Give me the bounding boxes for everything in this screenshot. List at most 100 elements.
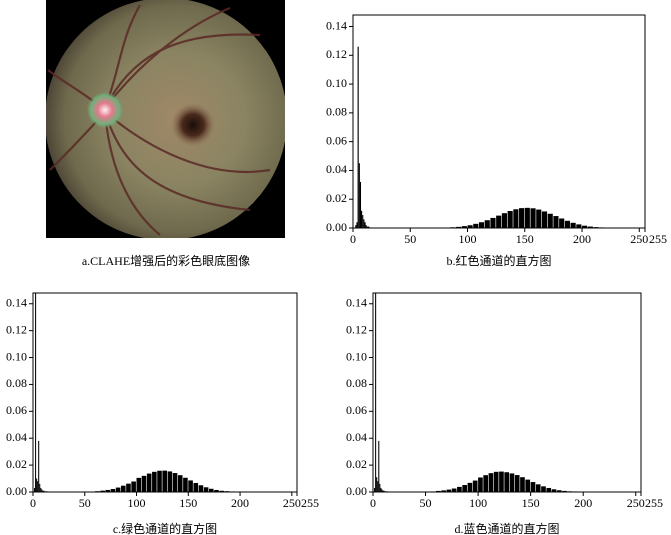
bar xyxy=(42,490,44,492)
x-tick-label: 150 xyxy=(179,496,197,510)
x-tick-label: 255 xyxy=(645,496,663,510)
y-tick-label: 0.14 xyxy=(346,296,367,310)
y-tick-label: 0.02 xyxy=(6,457,27,471)
bar xyxy=(379,483,381,492)
bar xyxy=(530,482,536,492)
bar xyxy=(177,475,183,492)
bar xyxy=(446,489,452,492)
bar xyxy=(493,471,499,492)
x-tick-label: 250 xyxy=(283,496,301,510)
bar xyxy=(365,225,367,228)
x-tick-label: 100 xyxy=(128,496,146,510)
bar xyxy=(209,488,214,492)
x-tick-label: 200 xyxy=(231,496,249,510)
bar xyxy=(530,208,536,228)
x-tick-label: 50 xyxy=(79,496,91,510)
bar xyxy=(105,489,111,492)
y-tick-label: 0.08 xyxy=(6,376,27,390)
y-tick-label: 0.04 xyxy=(346,430,367,444)
bar xyxy=(356,222,358,228)
bar xyxy=(570,222,576,228)
bar xyxy=(582,225,588,228)
bar xyxy=(483,475,489,492)
bar xyxy=(219,490,224,492)
bar xyxy=(504,472,510,492)
bar xyxy=(473,223,479,228)
bar xyxy=(524,207,530,228)
bar xyxy=(172,473,178,492)
bar xyxy=(525,479,531,492)
bar xyxy=(359,181,362,228)
bar xyxy=(35,293,37,492)
y-tick-label: 0.02 xyxy=(346,457,367,471)
bar xyxy=(467,482,473,492)
bar xyxy=(183,477,188,492)
x-tick-label: 50 xyxy=(420,496,432,510)
bar xyxy=(382,490,384,492)
bar xyxy=(141,475,147,492)
fundus-image xyxy=(46,0,285,238)
bar xyxy=(152,471,157,492)
bar xyxy=(203,487,209,492)
bar xyxy=(39,483,41,492)
y-tick-label: 0.00 xyxy=(326,220,347,234)
x-tick-label: 255 xyxy=(649,232,667,246)
bar xyxy=(562,490,567,492)
bar xyxy=(499,471,504,492)
bar xyxy=(363,219,365,228)
bar xyxy=(115,487,121,492)
bar xyxy=(556,490,562,492)
bar xyxy=(367,226,370,228)
bar xyxy=(553,216,559,228)
bar xyxy=(490,217,496,228)
x-tick-label: 150 xyxy=(516,232,534,246)
bar xyxy=(520,477,525,492)
bar xyxy=(461,226,467,228)
y-tick-label: 0.14 xyxy=(6,296,27,310)
bar xyxy=(357,46,359,228)
y-tick-label: 0.12 xyxy=(326,47,347,61)
bar xyxy=(38,440,40,492)
bar xyxy=(507,211,513,228)
bar xyxy=(193,482,199,492)
bar xyxy=(355,225,357,228)
bar xyxy=(547,213,553,228)
y-tick-label: 0.02 xyxy=(326,191,347,205)
x-tick-label: 0 xyxy=(30,496,36,510)
bar xyxy=(536,209,542,228)
bar xyxy=(546,487,552,492)
bar xyxy=(214,489,219,492)
x-tick-label: 50 xyxy=(404,232,416,246)
y-tick-label: 0.14 xyxy=(326,18,347,32)
y-tick-label: 0.12 xyxy=(6,322,27,336)
y-tick-label: 0.06 xyxy=(346,403,367,417)
y-tick-label: 0.10 xyxy=(326,76,347,90)
bar xyxy=(364,222,366,228)
bar xyxy=(451,488,457,492)
bar xyxy=(496,215,502,228)
bar xyxy=(519,208,525,228)
chart-caption: b.红色通道的直方图 xyxy=(446,253,551,268)
bar xyxy=(358,163,360,228)
bar xyxy=(441,490,446,492)
bar xyxy=(146,473,152,492)
y-tick-label: 0.04 xyxy=(326,162,347,176)
bar xyxy=(488,473,494,492)
x-tick-label: 0 xyxy=(370,496,376,510)
plot-frame xyxy=(372,292,642,493)
y-tick-label: 0.00 xyxy=(346,484,367,498)
bar xyxy=(484,220,490,228)
bar xyxy=(361,210,363,228)
bar xyxy=(167,471,173,492)
bar xyxy=(34,487,36,492)
bar xyxy=(198,485,204,492)
bar xyxy=(43,490,45,492)
y-tick-label: 0.06 xyxy=(326,133,347,147)
y-tick-label: 0.08 xyxy=(346,376,367,390)
y-tick-label: 0.00 xyxy=(6,484,27,498)
bar xyxy=(188,480,193,492)
x-tick-label: 255 xyxy=(301,496,319,510)
bar xyxy=(541,211,548,228)
bar xyxy=(514,475,520,492)
bar xyxy=(472,480,478,492)
